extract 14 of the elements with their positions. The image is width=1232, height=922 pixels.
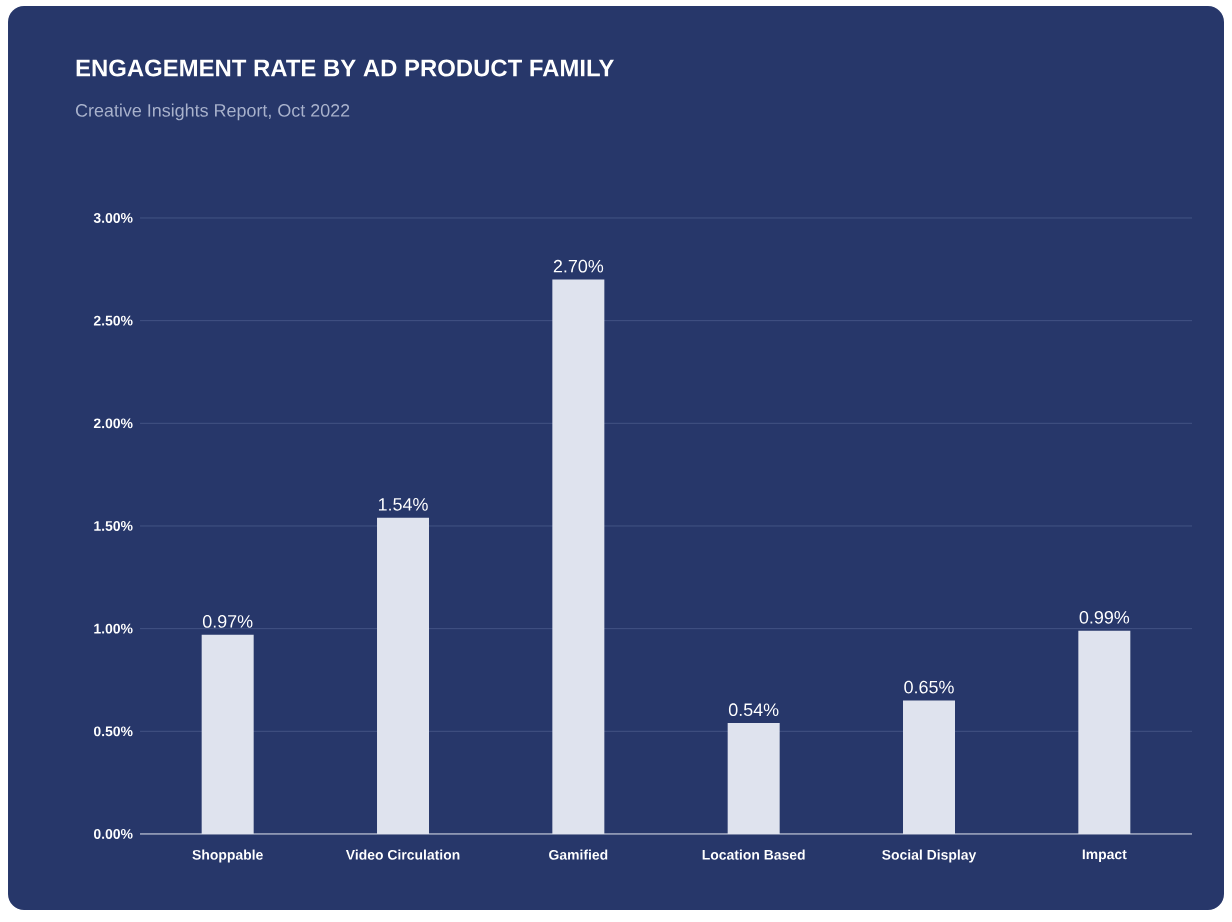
bar <box>552 279 605 834</box>
data-label: 0.99% <box>1079 610 1130 624</box>
data-label: 0.54% <box>728 703 779 717</box>
data-label: 2.70% <box>553 259 604 273</box>
data-label: 1.54% <box>378 498 428 511</box>
data-label: 0.65% <box>904 680 954 694</box>
bar <box>377 517 430 834</box>
bar <box>727 723 780 834</box>
bar <box>201 634 254 834</box>
chart-subtitle: Creative Insights Report, Oct 2022 <box>75 103 350 121</box>
bar <box>903 700 956 834</box>
data-label: 0.97% <box>202 615 253 628</box>
bar <box>1078 630 1131 834</box>
chart-title: ENGAGEMENT RATE BY AD PRODUCT FAMILY <box>76 59 614 77</box>
